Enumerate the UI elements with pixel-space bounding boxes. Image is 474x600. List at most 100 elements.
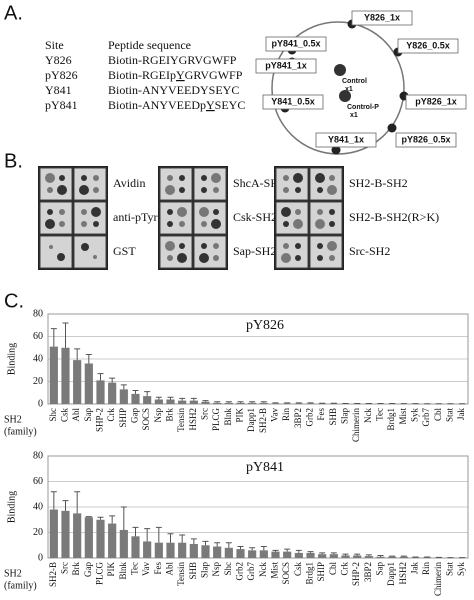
spot-label-box	[397, 38, 459, 54]
blot-spot	[167, 221, 173, 227]
bar	[294, 552, 303, 558]
x-tick-label: Slap	[200, 562, 210, 579]
bar	[248, 550, 257, 558]
spot-label-box	[351, 10, 413, 26]
x-tick-label: Src	[200, 408, 210, 420]
x-tick-label: PLCG	[95, 562, 105, 586]
blot-spot	[59, 175, 65, 181]
x-tick-label: PIK	[106, 562, 116, 577]
bar	[166, 399, 175, 404]
blot-spot	[57, 185, 67, 195]
bar	[236, 549, 245, 558]
y-axis-label: Binding	[6, 491, 17, 523]
error-bar	[74, 491, 81, 514]
x-tick-label: PIK	[235, 408, 245, 423]
plot-frame	[47, 455, 469, 559]
bar	[364, 556, 373, 558]
bar	[131, 393, 140, 404]
blot-spot	[81, 175, 87, 181]
bar	[306, 403, 315, 404]
error-bar	[50, 491, 57, 510]
x-tick-label: Vav	[270, 408, 280, 422]
blot-spot	[179, 175, 185, 181]
control-label: x1	[350, 112, 358, 119]
x-tick-label: Fes	[153, 562, 163, 575]
blot	[275, 201, 309, 235]
blot-spot	[295, 187, 301, 193]
bar	[271, 403, 280, 404]
y-axis-label: Binding	[6, 343, 17, 375]
spot-label: pY841_1x	[265, 60, 307, 70]
blot-spot	[165, 241, 175, 251]
x-tick-label: Sap	[375, 562, 385, 576]
x-tick-label: Csk	[60, 408, 70, 423]
x-tick-label: Chimerin	[351, 408, 361, 442]
error-bar	[190, 397, 197, 401]
error-bar	[400, 555, 407, 557]
text: Avidin	[113, 176, 145, 190]
spot-label: pY826_0.5x	[401, 134, 450, 144]
error-bar	[120, 384, 127, 390]
x-tick-label: Slap	[340, 408, 350, 425]
blot-spot	[315, 173, 325, 183]
control-label: Control-P	[347, 104, 379, 111]
blot-spot	[213, 187, 219, 193]
error-bar	[354, 553, 361, 556]
x-tick-label: Grb7	[421, 408, 431, 427]
x-tick-label: Dapp1	[246, 408, 256, 432]
blot-spot	[81, 221, 87, 227]
x-tick-label: Fes	[316, 408, 326, 421]
bar	[411, 557, 420, 558]
x-tick-label: Csk	[293, 562, 303, 577]
x-tick-label: Rin	[421, 562, 431, 576]
blot-spot	[179, 221, 185, 227]
error-bar	[132, 526, 139, 537]
error-bar	[109, 515, 116, 524]
text: GST	[113, 244, 136, 258]
bar	[131, 536, 140, 558]
blot-spot	[317, 243, 323, 249]
spot-label-box	[315, 132, 377, 148]
bar	[213, 546, 222, 558]
bar	[189, 543, 198, 558]
blot-spot	[329, 209, 335, 215]
bar	[318, 554, 327, 558]
y-tick-label: 60	[33, 331, 43, 342]
blot-spot	[317, 187, 323, 193]
peptide-sequence: Biotin-ANYVEEDpYSEYC	[108, 98, 245, 112]
blot-spot	[79, 185, 89, 195]
blot	[309, 167, 343, 201]
blot-spot	[59, 221, 65, 227]
y-tick-label: 40	[33, 353, 43, 364]
blot-spot	[329, 255, 335, 261]
x-tick-label: Cbl	[328, 562, 338, 576]
bar	[178, 542, 187, 558]
bar	[96, 519, 105, 558]
x-tick-label: Dapp1	[386, 562, 396, 586]
error-bar	[97, 516, 104, 520]
blot-spot	[201, 243, 207, 249]
bar	[61, 347, 70, 404]
y-tick-label: 20	[33, 376, 43, 387]
peptide-sequence: Biotin-RGEIpYGRVGWFP	[108, 68, 243, 82]
bar	[376, 556, 385, 558]
x-tick-label: Tensin	[176, 408, 186, 432]
blot-spot	[201, 175, 207, 181]
x-tick-label: Mist	[398, 408, 408, 425]
error-bar	[260, 546, 267, 551]
blot	[159, 235, 193, 269]
bar	[423, 557, 432, 558]
x-tick-label: SHB	[188, 562, 198, 580]
bar	[154, 399, 163, 404]
y-tick-label: 0	[38, 552, 43, 563]
x-tick-label: HSH2	[398, 562, 408, 585]
error-bar	[330, 552, 337, 555]
x-tick-label: Jak	[410, 562, 420, 574]
spot-label-box	[262, 94, 324, 110]
x-tick-label: Tec	[375, 408, 385, 421]
blot-spot	[317, 255, 323, 261]
x-tick-label: HSH2	[188, 408, 198, 431]
spot-label: Y826_1x	[364, 12, 400, 22]
bar	[271, 551, 280, 558]
